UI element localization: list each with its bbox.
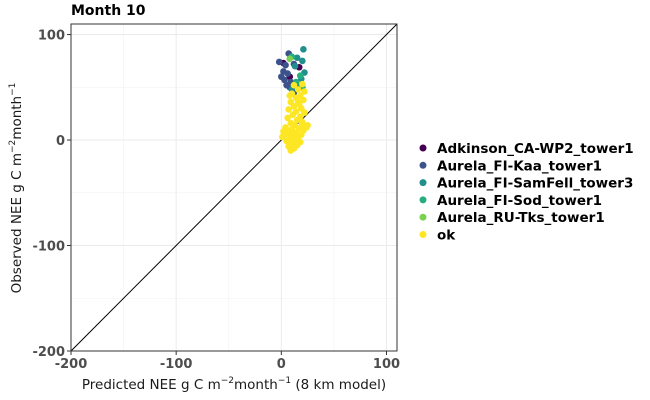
data-points: [275, 46, 311, 154]
data-point: [292, 140, 300, 148]
legend-label: Aurela_FI-Sod_tower1: [437, 193, 602, 209]
x-tick-label: 0: [277, 357, 286, 372]
data-point: [304, 121, 311, 129]
data-point: [290, 102, 298, 110]
legend-label: Aurela_FI-Kaa_tower1: [437, 158, 602, 174]
data-point: [284, 70, 291, 77]
data-point: [282, 61, 289, 69]
data-point: [301, 109, 308, 116]
data-point: [286, 92, 294, 100]
y-axis-ticks: -200 -100 0 100: [32, 29, 71, 360]
legend-marker: [419, 213, 427, 221]
data-point: [299, 57, 306, 65]
data-point: [285, 106, 292, 113]
legend-marker: [419, 196, 427, 204]
data-point: [283, 137, 290, 145]
data-point: [291, 62, 299, 70]
x-tick-label: 100: [373, 357, 400, 372]
data-point: [290, 81, 298, 89]
y-tick-label: 0: [56, 134, 65, 149]
legend-marker: [419, 144, 427, 152]
legend-label: ok: [437, 228, 456, 244]
data-point: [275, 58, 283, 66]
data-point: [284, 127, 291, 134]
data-point: [299, 80, 306, 88]
chart-title: Month 10: [71, 3, 146, 19]
data-point: [301, 88, 308, 95]
data-point: [286, 55, 294, 63]
legend-label: Adkinson_CA-WP2_tower1: [437, 141, 634, 157]
legend-marker: [419, 231, 427, 238]
data-point: [284, 114, 291, 122]
data-point: [294, 98, 302, 106]
legend-marker: [419, 179, 427, 187]
data-point: [293, 54, 301, 62]
y-tick-label: -100: [32, 240, 65, 255]
legend-marker: [419, 161, 427, 169]
data-point: [289, 111, 297, 119]
x-axis-title: Predicted NEE g C m−2month−1 (8 km model…: [82, 376, 386, 393]
x-tick-label: -200: [55, 357, 88, 372]
data-point: [300, 96, 307, 104]
data-point: [287, 147, 295, 154]
data-point: [296, 72, 304, 79]
x-tick-label: -100: [160, 357, 193, 372]
y-tick-label: 100: [38, 29, 65, 44]
legend: Adkinson_CA-WP2_tower1Aurela_FI-Kaa_towe…: [419, 141, 634, 244]
y-axis-title: Observed NEE g C m−2month−1: [8, 83, 25, 294]
data-point: [281, 76, 288, 84]
plot-border: [70, 23, 398, 352]
y-tick-label: -200: [32, 345, 65, 360]
data-point: [300, 46, 307, 53]
data-point: [293, 116, 301, 124]
x-axis-ticks: -200 -100 0 100: [55, 351, 400, 372]
data-point: [294, 86, 302, 93]
legend-label: Aurela_FI-SamFell_tower3: [437, 176, 633, 192]
identity-line: [70, 23, 398, 352]
legend-label: Aurela_RU-Tks_tower1: [437, 210, 605, 226]
